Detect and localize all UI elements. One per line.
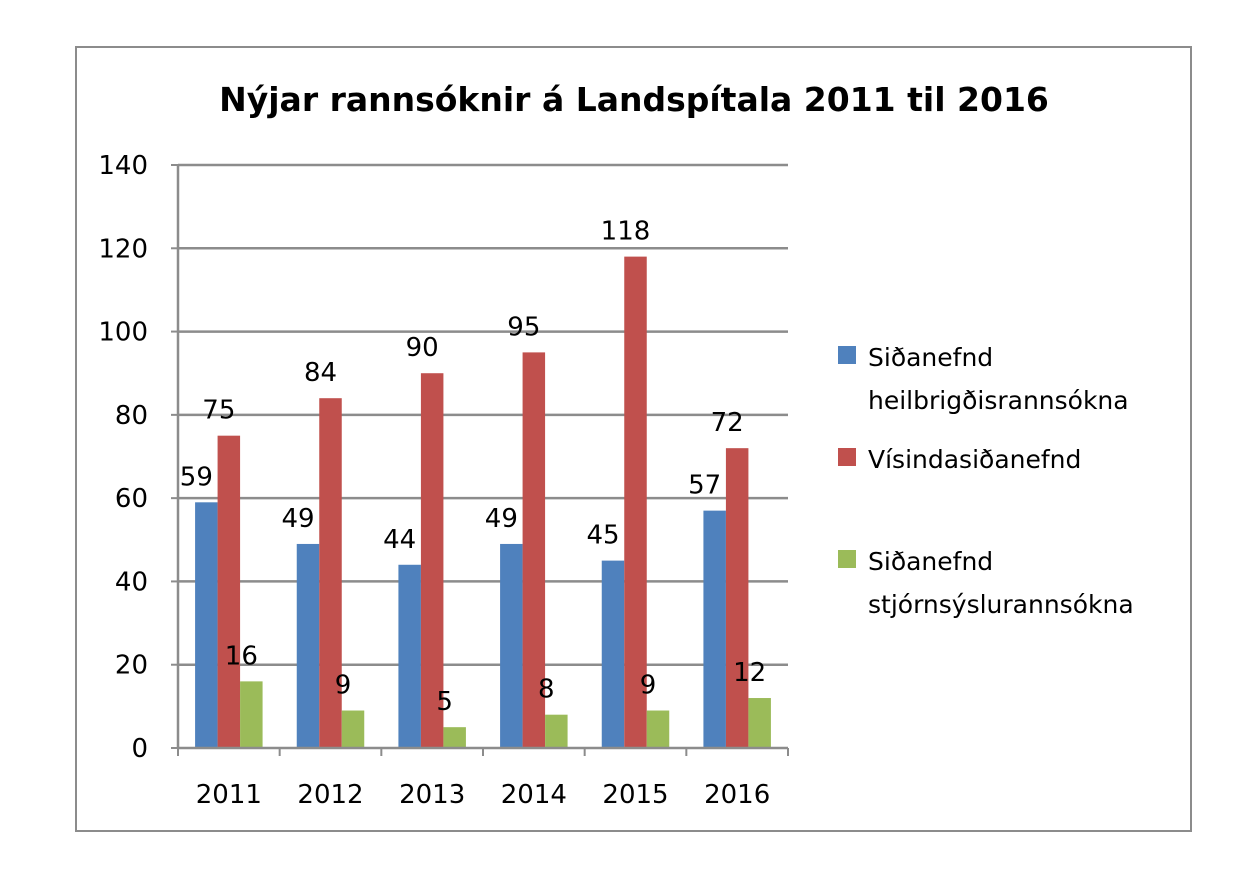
y-tick-label: 0 — [131, 734, 148, 764]
x-tick-label: 2015 — [602, 780, 668, 810]
bar — [443, 727, 466, 748]
y-tick-label: 120 — [98, 234, 148, 264]
bar — [545, 714, 568, 748]
bar — [195, 502, 218, 748]
data-label: 9 — [335, 671, 352, 701]
gridlines — [178, 163, 788, 666]
bar — [748, 698, 771, 748]
y-tick-label: 100 — [98, 318, 148, 348]
legend-swatch — [838, 346, 856, 364]
data-label: 118 — [601, 217, 651, 247]
bar — [703, 510, 726, 748]
x-tick-label: 2016 — [704, 780, 770, 810]
legend-label: Siðanefnd — [868, 343, 993, 372]
data-label: 84 — [304, 358, 337, 388]
bar — [398, 564, 421, 748]
legend-label: Siðanefnd — [868, 547, 993, 576]
y-tick-label: 80 — [115, 401, 148, 431]
x-tick-label: 2012 — [297, 780, 363, 810]
data-label: 49 — [281, 504, 314, 534]
y-tick-label: 60 — [115, 484, 148, 514]
bar — [725, 448, 749, 748]
bar — [296, 543, 320, 748]
data-label: 75 — [202, 396, 235, 426]
data-label: 44 — [383, 525, 416, 555]
chart-title: Nýjar rannsóknir á Landspítala 2011 til … — [219, 80, 1049, 119]
y-tick-label: 140 — [98, 151, 148, 181]
bar — [500, 543, 523, 748]
bar — [522, 352, 546, 748]
bar — [420, 373, 444, 748]
data-label: 45 — [586, 521, 619, 551]
bar — [240, 681, 263, 748]
data-label: 57 — [688, 471, 721, 501]
data-label: 9 — [640, 671, 657, 701]
data-label: 59 — [180, 462, 213, 492]
legend-swatch — [838, 448, 856, 466]
legend-label: heilbrigðisrannsókna — [868, 386, 1129, 415]
bar — [319, 398, 342, 748]
bar — [601, 560, 625, 748]
bar — [217, 435, 241, 748]
bar — [341, 710, 365, 748]
data-label: 16 — [225, 641, 258, 671]
data-label: 5 — [436, 687, 453, 717]
data-label: 8 — [538, 675, 555, 705]
axes: 0 20 40 60 80 100 120 140 2011 2012 2013 2014 2015 20… — [98, 151, 789, 810]
data-label: 95 — [507, 312, 540, 342]
data-label: 49 — [485, 504, 518, 534]
data-label: 12 — [733, 658, 766, 688]
bar — [624, 256, 647, 748]
y-tick-label: 40 — [115, 567, 148, 597]
x-tick-label: 2014 — [501, 780, 567, 810]
x-tick-label: 2011 — [196, 780, 262, 810]
bars — [195, 256, 771, 748]
data-label: 72 — [711, 408, 744, 438]
data-label: 90 — [406, 333, 439, 363]
legend-label: Vísindasiðanefnd — [868, 445, 1081, 474]
y-tick-label: 20 — [115, 651, 148, 681]
legend-label: stjórnsýslurannsókna — [868, 590, 1134, 619]
legend-swatch — [838, 550, 856, 568]
bar — [646, 710, 670, 748]
legend: Siðanefnd heilbrigðisrannsókna Vísindasiða… — [838, 343, 1134, 619]
x-tick-label: 2013 — [399, 780, 465, 810]
